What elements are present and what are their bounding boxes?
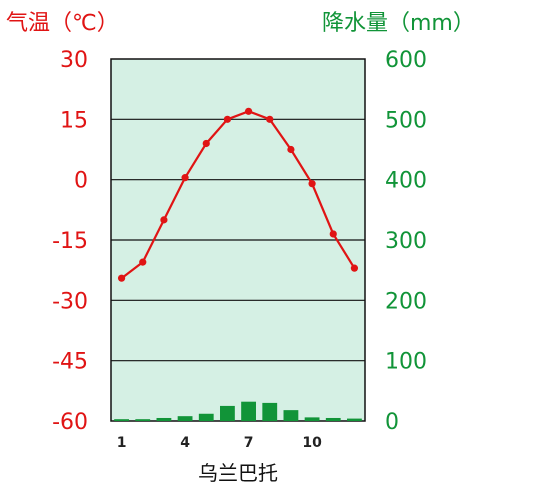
x-tick-label: 7 (244, 435, 254, 451)
right-tick-label: 100 (385, 350, 427, 375)
precip-bar (262, 402, 278, 421)
precip-bar (304, 417, 320, 421)
precip-bar (347, 418, 362, 421)
precip-bar (135, 419, 151, 421)
precipitation-bars (114, 401, 362, 421)
temperature-point (266, 115, 274, 123)
right-tick-label: 300 (385, 229, 427, 254)
temperature-point (223, 115, 232, 123)
left-tick-label: 30 (60, 48, 88, 73)
left-tick-label: -15 (52, 229, 88, 254)
left-axis-label: 气温（℃） (6, 11, 119, 36)
right-tick-label: 400 (385, 169, 427, 194)
precip-bar (325, 417, 341, 421)
temperature-point (160, 216, 168, 224)
temperature-point (202, 139, 210, 148)
right-axis-ticks: 600 500 400 300 200 100 0 (385, 48, 427, 435)
precip-bar (283, 410, 299, 421)
x-tick-label: 4 (180, 435, 190, 451)
temperature-point (350, 264, 359, 272)
left-tick-label: -60 (52, 410, 88, 435)
right-tick-label: 600 (385, 48, 427, 73)
precip-bar (198, 413, 214, 421)
precip-bar (114, 419, 129, 421)
temperature-point (308, 180, 316, 188)
temperature-point (139, 258, 147, 266)
station-name: 乌兰巴托 (198, 461, 278, 485)
temperature-path (120, 110, 356, 280)
left-tick-label: -45 (52, 350, 88, 375)
temperature-point (117, 274, 126, 282)
precip-bar (220, 405, 235, 421)
temperature-point (244, 107, 253, 115)
temperature-point (329, 230, 337, 238)
x-axis-ticks: 1 4 7 10 (117, 435, 322, 451)
left-tick-label: -30 (52, 289, 88, 314)
right-tick-label: 200 (385, 289, 427, 314)
precip-bar (177, 416, 193, 421)
left-tick-label: 15 (60, 108, 88, 133)
temperature-point (181, 174, 189, 182)
x-tick-label: 1 (117, 435, 127, 451)
left-tick-label: 0 (74, 169, 88, 194)
temperature-point (287, 145, 295, 154)
precip-bar (241, 401, 256, 421)
x-tick-label: 10 (302, 435, 322, 451)
temperature-line (117, 107, 359, 282)
right-tick-label: 500 (385, 108, 427, 133)
right-axis-label: 降水量（mm） (322, 11, 475, 36)
right-tick-label: 0 (385, 410, 399, 435)
precip-bar (156, 417, 172, 421)
left-axis-ticks: 30 15 0 -15 -30 -45 -60 (52, 48, 88, 435)
